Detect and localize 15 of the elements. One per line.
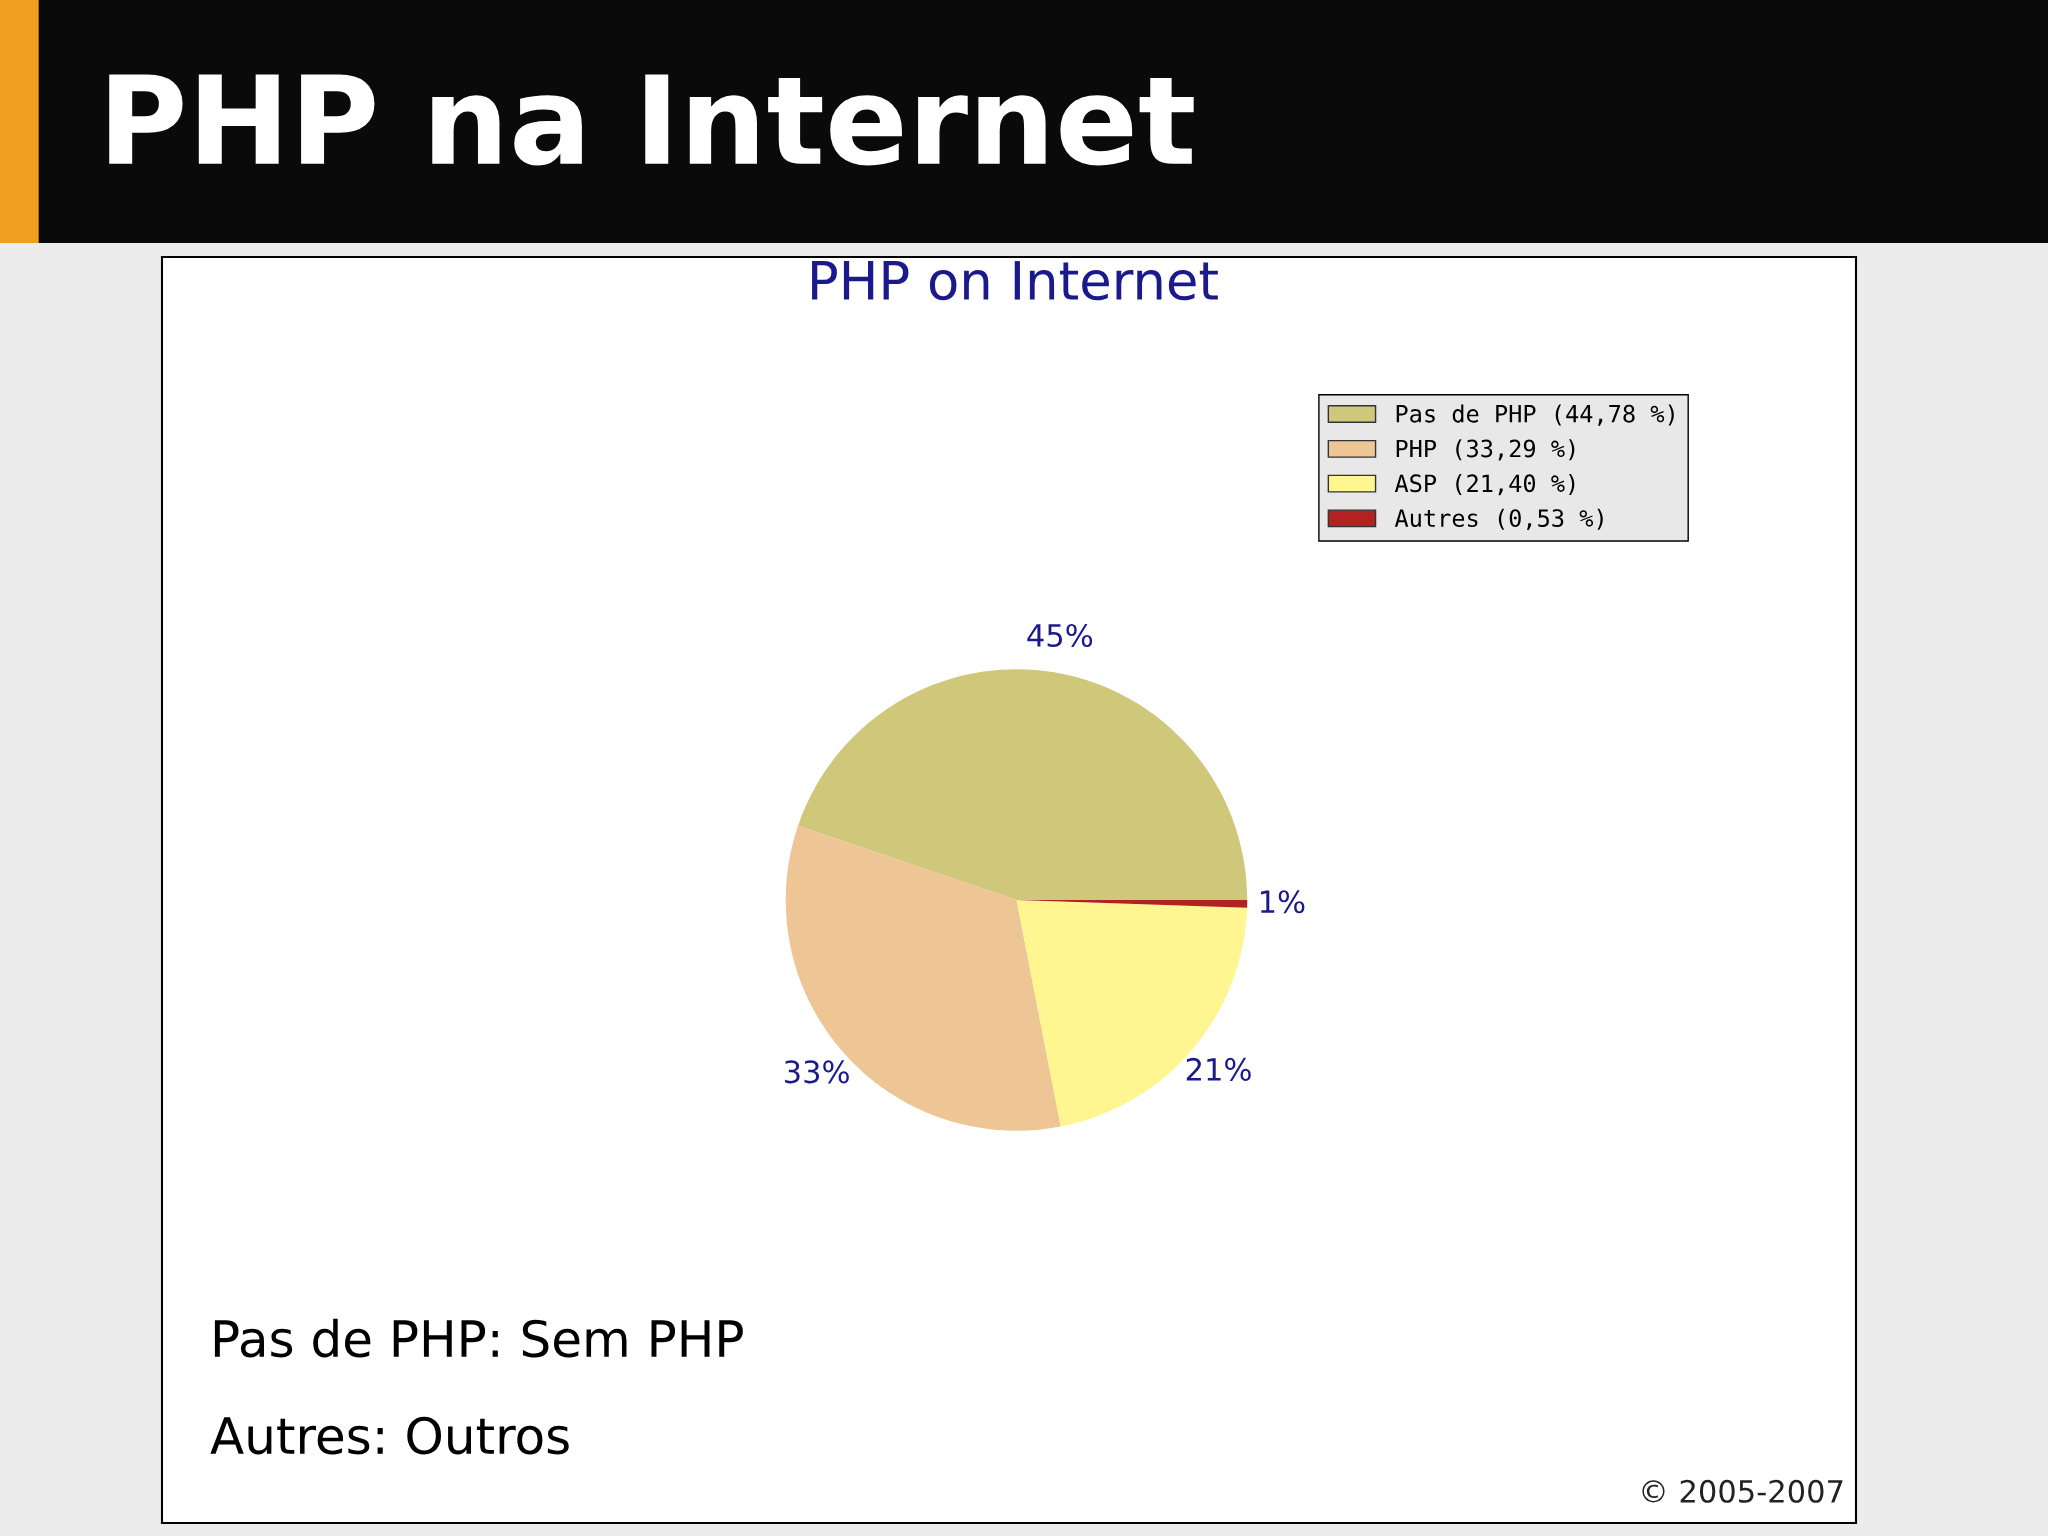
data-label: 1% xyxy=(1260,890,1305,914)
text: Pas de PHP: Sem PHP xyxy=(214,1318,743,1358)
chart-subtitle: PHP on Internet xyxy=(812,261,1218,301)
legend-label: Autres (0,53 %) xyxy=(1394,508,1603,530)
chart-title: PHP na Internet xyxy=(109,74,1194,166)
legend-label: PHP (33,29 %) xyxy=(1396,439,1575,461)
pie-slice xyxy=(785,825,1061,1131)
data-label: 33% xyxy=(784,1060,849,1084)
text: © 2005-2007 xyxy=(1642,1479,1843,1503)
data-label: 21% xyxy=(1186,1057,1251,1081)
data-label: 45% xyxy=(1027,623,1093,648)
pie-slice xyxy=(798,669,1248,900)
text: Autres: Outros xyxy=(210,1416,569,1455)
legend-label: Pas de PHP (44,78 %) xyxy=(1396,404,1674,426)
legend-label: ASP (21,40 %) xyxy=(1394,473,1575,496)
